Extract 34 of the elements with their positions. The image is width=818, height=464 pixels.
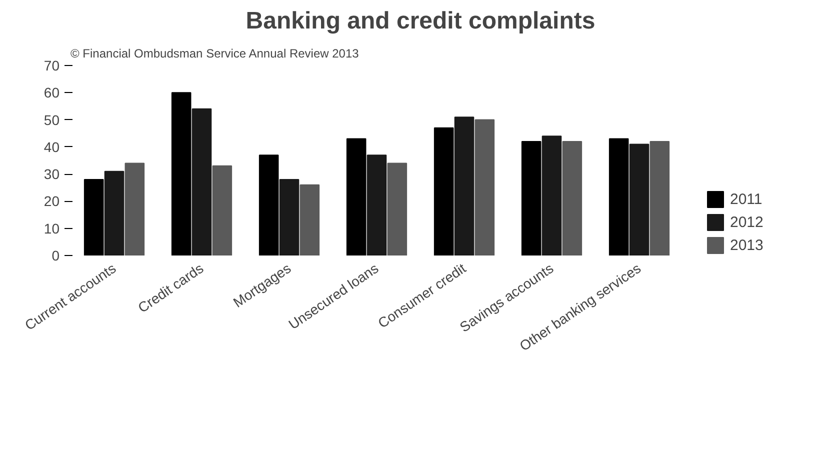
bar <box>124 162 145 256</box>
bar <box>474 119 495 256</box>
legend-label: 2012 <box>730 214 764 230</box>
bar <box>542 136 562 256</box>
y-tick-label: 70 <box>44 58 60 74</box>
text: © Financial Ombudsman Service Annual Review 2013 <box>70 46 360 60</box>
legend-label: 2011 <box>730 190 764 208</box>
bar <box>608 138 629 256</box>
bar <box>279 179 300 256</box>
bar <box>192 108 212 256</box>
bar <box>562 141 582 256</box>
bar <box>171 92 192 256</box>
chart-title: Banking and credit complaints <box>246 8 596 34</box>
y-tick-label: 40 <box>44 138 60 155</box>
bar <box>346 138 366 256</box>
bar <box>212 165 232 256</box>
bar <box>84 179 104 256</box>
y-tick-label: 30 <box>44 166 60 182</box>
bar <box>387 162 408 256</box>
bar <box>300 184 320 256</box>
bar <box>454 116 474 256</box>
y-tick-label: 50 <box>44 112 60 128</box>
y-tick-label: 20 <box>44 193 60 210</box>
bar <box>104 170 124 256</box>
bar <box>434 127 454 256</box>
y-tick-label: 10 <box>44 220 60 236</box>
bar <box>258 154 279 256</box>
bar <box>521 141 542 256</box>
y-tick-label: 60 <box>44 84 60 101</box>
y-tick-label: 0 <box>52 248 60 264</box>
legend-label: 2013 <box>730 236 764 254</box>
bar <box>650 141 670 256</box>
bar <box>629 144 650 256</box>
bar <box>366 154 387 256</box>
